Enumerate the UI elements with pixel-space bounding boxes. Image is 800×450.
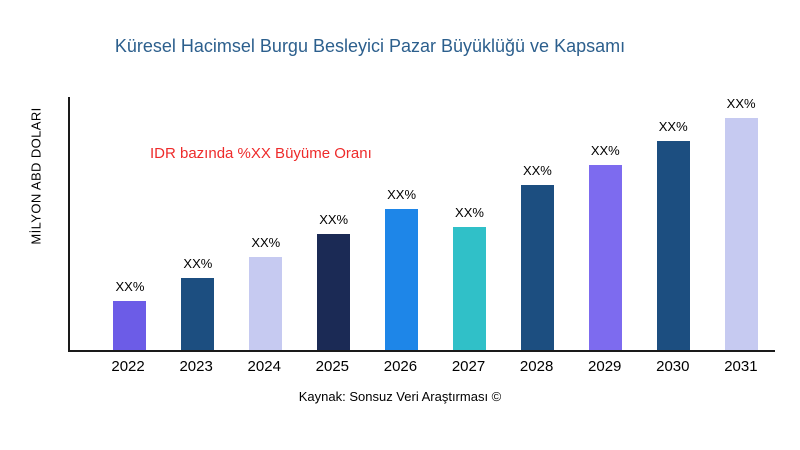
chart-title: Küresel Hacimsel Burgu Besleyici Pazar B… [114, 36, 626, 56]
bar-value-label: XX% [726, 96, 756, 112]
bar-2027 [452, 227, 486, 350]
x-tick-2025: 2025 [315, 358, 350, 375]
bar-2029 [588, 164, 622, 350]
bar-column-2027: XX% [436, 205, 504, 350]
bar-value-label: XX% [183, 256, 213, 272]
y-axis-label: MİLYON ABD DOLARI [28, 107, 44, 245]
bar-column-2025: XX% [300, 212, 368, 350]
bar-column-2022: XX% [96, 279, 164, 350]
bar-value-label: XX% [387, 186, 417, 202]
bar-2028 [520, 185, 554, 350]
bar-2031 [724, 118, 758, 350]
bar-column-2024: XX% [232, 235, 300, 350]
x-tick-2027: 2027 [451, 358, 486, 375]
bar-column-2031: XX% [707, 96, 775, 350]
bar-2022 [113, 301, 147, 350]
x-tick-2022: 2022 [111, 358, 145, 375]
bar-2026 [385, 208, 419, 350]
bar-2023 [181, 278, 215, 350]
bar-column-2029: XX% [571, 142, 639, 350]
bar-2025 [317, 234, 351, 350]
x-tick-2029: 2029 [588, 358, 622, 375]
plot-area: IDR bazında %XX Büyüme Oranı XX% XX% XX% XX… [68, 96, 775, 352]
bar-column-2030: XX% [639, 119, 707, 350]
x-tick-2031: 2031 [724, 358, 758, 375]
x-tick-2026: 2026 [383, 358, 418, 375]
x-tick-2028: 2028 [519, 358, 554, 375]
x-tick-2030: 2030 [656, 358, 690, 375]
x-tick-2024: 2024 [247, 358, 281, 375]
bar-column-2028: XX% [503, 163, 571, 350]
bar-value-label: XX% [251, 235, 281, 251]
bar-column-2023: XX% [164, 256, 232, 350]
bar-value-label: XX% [455, 205, 484, 221]
bar-value-label: XX% [590, 142, 620, 158]
bar-column-2026: XX% [368, 187, 436, 350]
x-axis-labels: 2022 2023 2024 2025 2026 2027 2028 2029 2030 2031 [68, 358, 775, 375]
bar-2024 [249, 257, 283, 350]
bar-2030 [656, 141, 690, 350]
bars-container: XX% XX% XX% XX% XX% XX% XX% XX% XX% XX% [70, 96, 775, 350]
x-tick-2023: 2023 [179, 358, 213, 375]
bar-value-label: XX% [522, 163, 552, 179]
bar-value-label: XX% [319, 212, 349, 228]
bar-value-label: XX% [115, 279, 145, 295]
bar-value-label: XX% [658, 119, 688, 135]
source-caption: Kaynak: Sonsuz Veri Araştırması © [298, 389, 502, 404]
growth-rate-annotation: IDR bazında %XX Büyüme Oranı [150, 145, 372, 162]
